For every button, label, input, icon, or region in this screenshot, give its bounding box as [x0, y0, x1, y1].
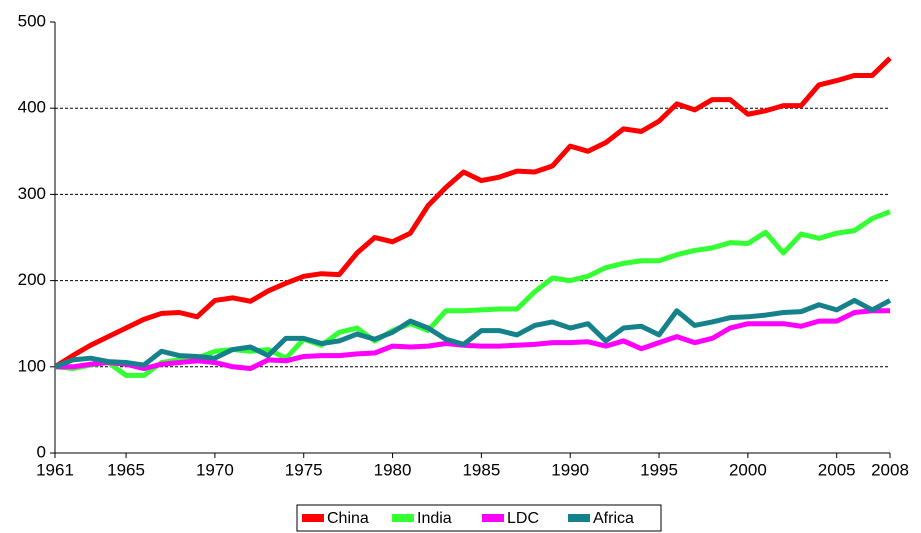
series-line	[55, 308, 890, 372]
y-tick-label: 400	[18, 98, 46, 117]
x-tick-label: 1970	[196, 460, 234, 479]
legend: China India LDC Africa	[296, 504, 662, 532]
x-tick-label: 2008	[871, 460, 909, 479]
y-tick-label: 0	[37, 442, 46, 461]
y-tick-label: 200	[18, 270, 46, 289]
x-tick-label: 1985	[462, 460, 500, 479]
y-tick-label: 500	[18, 11, 46, 30]
legend-label: LDC	[507, 510, 539, 527]
legend-swatch	[302, 514, 324, 522]
legend-label: China	[327, 510, 369, 527]
x-tick-label: 2005	[818, 460, 856, 479]
legend-label: India	[417, 510, 452, 527]
x-tick-label: 1995	[640, 460, 678, 479]
x-tick-label: 1965	[107, 460, 145, 479]
x-tick-label: 1980	[374, 460, 412, 479]
x-tick-label: 2000	[729, 460, 767, 479]
x-tick-label: 1961	[36, 460, 74, 479]
legend-label: Africa	[593, 510, 634, 527]
y-tick-label: 100	[18, 356, 46, 375]
legend-swatch	[568, 514, 590, 522]
plot-area: 0 100 200 300 400 500 1961 1965 1970 1975 1980 1985…	[18, 11, 909, 479]
x-tick-label: 1975	[285, 460, 323, 479]
legend-swatch	[482, 514, 504, 522]
series-line	[54, 297, 892, 370]
legend-box	[296, 504, 662, 532]
series-line	[54, 209, 891, 378]
legend-swatch	[392, 514, 414, 522]
y-tick-label: 300	[18, 184, 46, 203]
series-line	[53, 56, 892, 369]
x-tick-label: 1990	[551, 460, 589, 479]
